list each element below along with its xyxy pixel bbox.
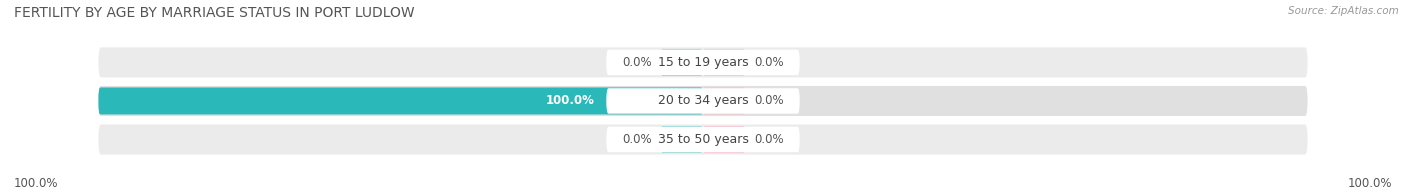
- FancyBboxPatch shape: [98, 87, 703, 114]
- FancyBboxPatch shape: [661, 126, 703, 153]
- FancyBboxPatch shape: [703, 87, 745, 114]
- Text: 20 to 34 years: 20 to 34 years: [658, 94, 748, 107]
- Text: 15 to 19 years: 15 to 19 years: [658, 56, 748, 69]
- Text: 100.0%: 100.0%: [1347, 177, 1392, 190]
- Text: 0.0%: 0.0%: [621, 56, 651, 69]
- Text: 0.0%: 0.0%: [755, 56, 785, 69]
- FancyBboxPatch shape: [661, 49, 703, 76]
- FancyBboxPatch shape: [703, 126, 745, 153]
- Text: 100.0%: 100.0%: [546, 94, 595, 107]
- FancyBboxPatch shape: [606, 88, 800, 114]
- Text: Source: ZipAtlas.com: Source: ZipAtlas.com: [1288, 6, 1399, 16]
- Text: 100.0%: 100.0%: [14, 177, 59, 190]
- FancyBboxPatch shape: [606, 50, 800, 75]
- FancyBboxPatch shape: [98, 47, 1308, 77]
- FancyBboxPatch shape: [606, 127, 800, 152]
- Text: 0.0%: 0.0%: [755, 133, 785, 146]
- Text: FERTILITY BY AGE BY MARRIAGE STATUS IN PORT LUDLOW: FERTILITY BY AGE BY MARRIAGE STATUS IN P…: [14, 6, 415, 20]
- FancyBboxPatch shape: [98, 86, 1308, 116]
- FancyBboxPatch shape: [703, 49, 745, 76]
- Text: 35 to 50 years: 35 to 50 years: [658, 133, 748, 146]
- Text: 0.0%: 0.0%: [755, 94, 785, 107]
- FancyBboxPatch shape: [98, 124, 1308, 155]
- Text: 0.0%: 0.0%: [621, 133, 651, 146]
